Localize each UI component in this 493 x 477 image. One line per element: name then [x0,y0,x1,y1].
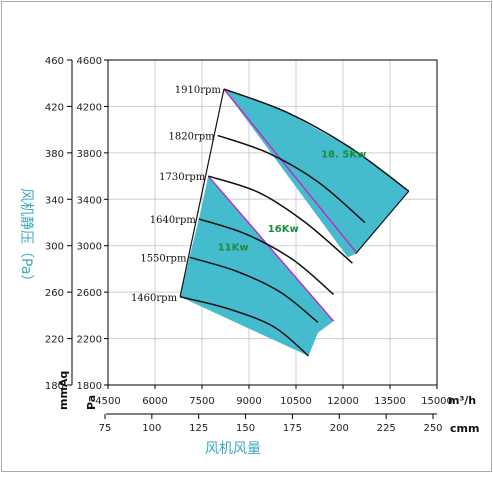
rpm-curve-label: 1640rpm [150,215,197,226]
rpm-curve [198,218,335,296]
x-axis-ticks: 4500 6000 7500 9000 10500 12000 13500 15000 75 10… [95,385,453,434]
x2-tick-label: 200 [330,423,349,434]
x-tick-label: 9000 [236,396,261,407]
rpm-curve [179,296,310,357]
x-axis-title: 风机风量 [205,441,261,457]
y-axis-title: 风机静压（Pa） [18,188,34,288]
x-tick-label: 12000 [327,396,359,407]
rpm-curve-label: 1730rpm [159,172,206,183]
y2-tick-label: 180 [45,381,64,392]
envelope-left-line [179,88,225,297]
x-tick-label: 4500 [95,396,120,407]
power-boundary-line [223,88,357,252]
y-tick-label: 4200 [77,102,102,113]
y2-tick-label: 420 [45,102,64,113]
y-unit-pa: Pa [85,395,98,410]
power-label: 18. 5Kw [321,150,366,161]
rpm-curve-label: 1460rpm [131,293,178,304]
power-label: 16Kw [268,224,299,235]
rpm-curve-label: 1550rpm [140,253,187,264]
plot-border [107,59,438,386]
x-tick-label: 6000 [142,396,167,407]
envelope-right-line [355,190,410,255]
power-region-fill [223,89,409,258]
x-tick-label: 10500 [280,396,312,407]
y2-tick-label: 460 [45,56,64,67]
curve-labels: 1910rpm 1820rpm 1730rpm 1640rpm 1550rpm 1460r… [131,85,366,304]
x2-tick-label: 75 [99,423,112,434]
y2-tick-label: 220 [45,335,64,346]
y-tick-label: 3400 [77,195,102,206]
x2-tick-label: 125 [189,423,208,434]
power-label: 11Kw [218,242,249,253]
y-tick-label: 3000 [77,242,102,253]
rpm-curve-label: 1820rpm [169,131,216,142]
x-unit-cmm: cmm [450,422,479,435]
y-tick-label: 4600 [77,56,102,67]
y-tick-label: 1800 [77,381,102,392]
x2-tick-label: 150 [236,423,255,434]
x-tick-label: 7500 [189,396,214,407]
y2-tick-label: 380 [45,149,64,160]
y2-tick-label: 300 [45,242,64,253]
rpm-curve [223,88,410,192]
x-tick-label: 13500 [374,396,406,407]
power-regions [179,88,409,356]
x2-tick-label: 175 [283,423,302,434]
x2-tick-label: 225 [377,423,396,434]
power-boundary-line [207,175,335,322]
x-tick-label: 15000 [421,396,453,407]
rpm-curve [208,175,353,264]
power-region-fill [180,176,334,356]
rpm-curve [217,134,366,224]
y-axis-ticks: 1800 180 2200 220 2600 260 3000 300 3400 340 3800 3… [45,56,108,392]
x-unit-m3h: m³/h [448,394,476,407]
x2-tick-label: 100 [142,423,161,434]
y-tick-label: 2200 [77,335,102,346]
rpm-curve-label: 1910rpm [175,85,222,96]
y-unit-mmaq: mmAq [57,371,70,410]
rpm-curves [179,88,410,357]
y-tick-label: 2600 [77,288,102,299]
rpm-curve [189,256,319,323]
x2-tick-label: 250 [423,423,442,434]
y2-tick-label: 340 [45,195,64,206]
y-tick-label: 3800 [77,149,102,160]
y2-tick-label: 260 [45,288,64,299]
